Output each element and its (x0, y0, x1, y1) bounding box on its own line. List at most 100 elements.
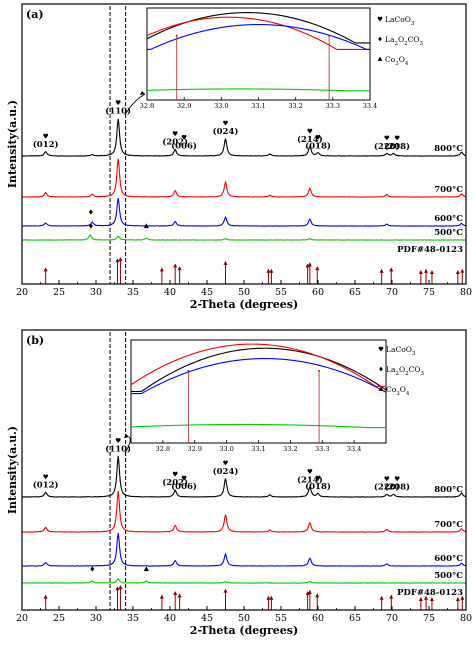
x-tick-label: 20 (16, 287, 28, 298)
legend-co3o4-symbol (378, 386, 384, 391)
series-line-600c (21, 198, 467, 227)
x-tick-label: 65 (349, 613, 361, 624)
lacoo3-marker (115, 100, 121, 105)
miller-index-label: (012) (33, 480, 59, 491)
reference-arrow (315, 266, 320, 271)
series-label: 800°C (434, 144, 463, 154)
series-label: 700°C (434, 185, 463, 195)
series-line-700c (21, 490, 467, 533)
panel-label: (a) (26, 8, 44, 21)
y-axis-label: Intensity(a.u.) (6, 100, 19, 188)
reference-arrow (266, 595, 271, 600)
x-tick-label: 80 (460, 287, 472, 298)
series-label: 700°C (434, 520, 463, 530)
x-tick-label: 25 (53, 613, 65, 624)
lacoo3-marker (172, 471, 178, 477)
lacoo3-marker (307, 128, 313, 134)
series-line-700c (21, 158, 467, 198)
inset-curve (130, 343, 386, 387)
miller-index-label: (214) (297, 474, 323, 485)
miller-index-label: (024) (213, 466, 239, 477)
inset-pointer-head (140, 91, 145, 95)
series-line-500c (21, 577, 467, 584)
miller-index-label: (220) (374, 482, 400, 493)
legend-la2o2co3-symbol (378, 36, 382, 42)
x-tick-label: 40 (164, 287, 176, 298)
legend-la2o2co3-label: La2O2CO3 (386, 365, 425, 377)
inset-tick-label: 33.0 (219, 445, 233, 453)
panel-label: (b) (26, 334, 44, 347)
inset-reference-tip (187, 369, 190, 372)
miller-index-label: (006) (171, 481, 197, 492)
reference-arrow (305, 591, 310, 595)
x-tick-label: 20 (16, 613, 28, 624)
reference-arrow (223, 260, 228, 265)
inset-frame (130, 339, 387, 444)
panel-a: (a) 800°C 700°C 600°C 500°C PDF#48-0123 (012) (… (6, 3, 472, 311)
reference-arrow (118, 257, 123, 261)
lacoo3-marker (43, 474, 49, 480)
lacoo3-marker (223, 120, 228, 126)
lacoo3-marker (384, 135, 390, 141)
inset-curve (130, 423, 386, 429)
reference-arrow (43, 594, 48, 599)
inset-reference-tip (318, 369, 321, 372)
reference-arrow (379, 595, 384, 600)
x-axis-label: 2-Theta (degrees) (190, 298, 298, 311)
series-line-800c (21, 118, 467, 157)
series-label: 800°C (434, 485, 463, 495)
inset-pointer-arrow (124, 93, 146, 116)
miller-index-label: (110) (105, 443, 131, 454)
reference-arrow (418, 270, 423, 274)
inset-tick-label: 33.4 (347, 445, 361, 453)
inset-reference-tip (175, 34, 178, 37)
miller-index-label: (012) (33, 139, 59, 150)
x-tick-label: 25 (53, 287, 65, 298)
lacoo3-marker (181, 134, 187, 140)
miller-index-label: (208) (384, 482, 410, 493)
inset-tick-label: 33.1 (251, 445, 265, 453)
reference-arrow (115, 586, 120, 591)
inset-tick-label: 33.3 (326, 102, 340, 110)
co3o4-marker (143, 223, 149, 229)
series-label: 600°C (434, 214, 463, 224)
lacoo3-marker (315, 134, 321, 140)
reference-arrow (389, 594, 394, 599)
reference-arrow (315, 593, 320, 598)
reference-arrow (307, 262, 312, 267)
lacoo3-marker (394, 135, 400, 141)
miller-index-label: (006) (171, 140, 197, 151)
x-tick-label: 35 (127, 287, 139, 298)
legend-la2o2co3-symbol (379, 366, 383, 372)
x-tick-label: 50 (238, 613, 250, 624)
reference-arrow (118, 585, 123, 589)
inset-pointer-head (124, 434, 129, 438)
reference-arrow (379, 268, 384, 273)
inset-tick-label: 33.1 (251, 102, 265, 110)
miller-index-label: (214) (297, 134, 323, 145)
reference-arrow (177, 266, 182, 271)
inset-tick-label: 32.8 (156, 445, 170, 453)
x-tick-label: 30 (90, 287, 102, 298)
miller-index-label: (202) (162, 137, 188, 148)
reference-arrow (173, 591, 178, 595)
lacoo3-marker (384, 476, 390, 482)
miller-index-label: (202) (162, 477, 188, 488)
reference-label: PDF#48-0123 (397, 588, 463, 598)
inset-tick-label: 33.3 (315, 445, 329, 453)
lacoo3-marker (43, 133, 49, 139)
x-tick-label: 55 (275, 613, 287, 624)
inset-tick-label: 32.9 (188, 445, 202, 453)
lacoo3-marker (181, 475, 187, 481)
reference-arrow (269, 268, 274, 273)
x-tick-label: 75 (423, 613, 435, 624)
reference-arrow (173, 263, 178, 268)
lacoo3-marker (307, 469, 313, 474)
reference-arrow (266, 268, 271, 273)
inset-tick-label: 33.0 (214, 102, 228, 110)
series-label: 600°C (434, 554, 463, 564)
reference-arrow (429, 270, 434, 274)
y-axis-label: Intensity(a.u.) (6, 426, 19, 514)
x-tick-label: 70 (386, 613, 398, 624)
